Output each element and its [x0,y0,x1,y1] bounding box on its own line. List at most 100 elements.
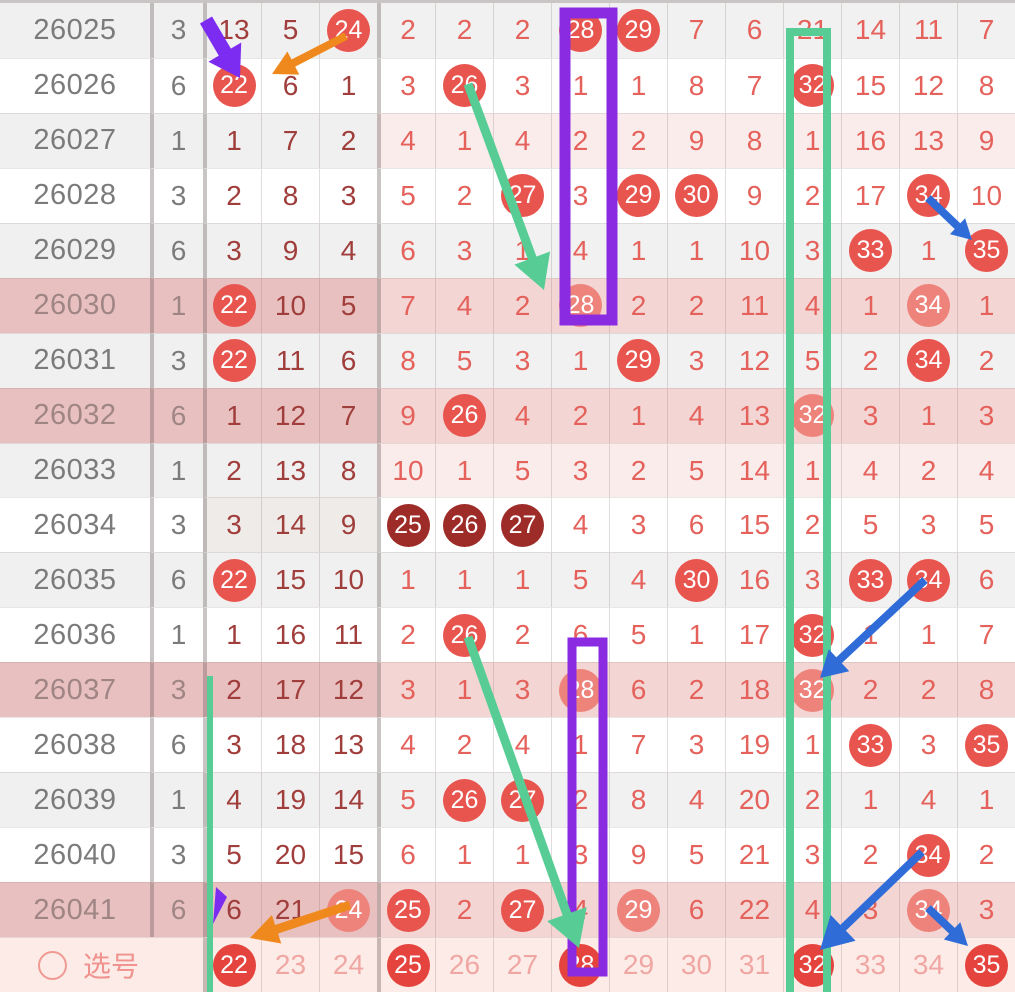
number-cell-22: 5 [203,827,261,883]
miss-count: 2 [514,289,531,321]
select-number-33[interactable]: 33 [841,937,899,992]
select-number-27[interactable]: 27 [493,937,551,992]
number-cell-29: 5 [609,607,667,663]
number-cell-30: 4 [667,387,725,443]
number-cell-24: 3 [319,167,377,223]
tail-digit-cell: 6 [150,222,203,278]
number-cell-22: 13 [203,3,261,58]
miss-count: 6 [978,564,995,596]
miss-count: 3 [804,839,821,871]
miss-count: 3 [630,509,647,541]
miss-count: 14 [854,14,887,46]
number-cell-24: 12 [319,662,377,718]
miss-count: 2 [978,344,995,376]
select-number-32[interactable]: 32 [783,937,841,992]
period-cell: 26036 [0,607,150,663]
select-number-28[interactable]: 28 [551,937,609,992]
number-cell-34: 34 [899,882,957,938]
drawn-ball-32: 32 [791,668,834,712]
number-cell-30: 9 [667,112,725,168]
number-cell-26: 2 [435,717,493,773]
number-cell-31: 12 [725,332,783,388]
number-cell-33: 3 [841,882,899,938]
drawn-ball-33: 33 [849,558,892,602]
number-cell-34: 34 [899,277,957,333]
miss-count: 4 [978,454,995,486]
miss-count: 14 [274,509,307,541]
number-cell-30: 1 [667,607,725,663]
drawn-ball-26: 26 [443,64,486,108]
select-number-30[interactable]: 30 [667,937,725,992]
number-cell-30: 2 [667,662,725,718]
number-cell-35: 8 [957,57,1015,113]
miss-count: 12 [332,674,365,706]
miss-count: 2 [456,14,473,46]
miss-count: 11 [333,619,364,651]
number-cell-24: 11 [319,607,377,663]
miss-count: 5 [282,14,299,46]
number-cell-33: 17 [841,167,899,223]
miss-count: 3 [514,344,531,376]
number-cell-35: 2 [957,332,1015,388]
miss-count: 7 [340,399,357,431]
miss-count: 2 [804,179,821,211]
miss-count: 3 [226,509,242,541]
miss-count: 2 [688,289,705,321]
number-cell-32: 4 [783,882,841,938]
miss-count: 3 [400,674,416,706]
select-number-24[interactable]: 24 [319,937,377,992]
number-cell-25: 3 [377,662,435,718]
select-radio-button[interactable] [38,950,67,980]
select-number-26[interactable]: 26 [435,937,493,992]
number-cell-25: 2 [377,3,435,58]
miss-count: 3 [514,69,531,101]
miss-count: 3 [226,729,242,761]
miss-count: 2 [804,509,821,541]
miss-count: 16 [854,124,887,156]
miss-count: 4 [514,124,531,156]
number-cell-26: 1 [435,827,493,883]
miss-count: 3 [920,509,937,541]
number-cell-29: 1 [609,387,667,443]
number-cell-25: 8 [377,332,435,388]
miss-count: 1 [978,784,995,816]
number-cell-25: 25 [377,882,435,938]
select-number-35[interactable]: 35 [957,937,1015,992]
number-cell-33: 33 [841,222,899,278]
miss-count: 4 [630,564,647,596]
number-cell-32: 21 [783,3,841,58]
number-cell-25: 2 [377,607,435,663]
miss-count: 7 [630,729,647,761]
drawn-ball-35: 35 [965,723,1008,767]
number-cell-26: 1 [435,442,493,498]
number-cell-27: 4 [493,717,551,773]
number-cell-23: 21 [261,882,319,938]
number-cell-29: 2 [609,277,667,333]
miss-count: 6 [226,894,242,926]
miss-count: 3 [572,839,589,871]
number-cell-24: 9 [319,497,377,553]
number-cell-30: 6 [667,497,725,553]
miss-count: 17 [274,674,307,706]
miss-count: 5 [630,619,647,651]
miss-count: 3 [688,344,705,376]
select-number-25[interactable]: 25 [377,937,435,992]
miss-count: 5 [456,344,473,376]
miss-count: 3 [340,179,357,211]
miss-count: 2 [226,674,242,706]
select-number-22[interactable]: 22 [203,937,261,992]
select-number-23[interactable]: 23 [261,937,319,992]
select-number-29[interactable]: 29 [609,937,667,992]
number-cell-34: 34 [899,827,957,883]
miss-count: 12 [274,399,307,431]
select-number-34[interactable]: 34 [899,937,957,992]
number-cell-28: 1 [551,717,609,773]
miss-count: 2 [572,784,589,816]
miss-count: 3 [514,674,531,706]
miss-count: 3 [920,729,937,761]
select-number-31[interactable]: 31 [725,937,783,992]
miss-count: 4 [514,399,531,431]
miss-count: 9 [340,509,357,541]
period-cell: 26033 [0,442,150,498]
number-cell-31: 20 [725,772,783,828]
